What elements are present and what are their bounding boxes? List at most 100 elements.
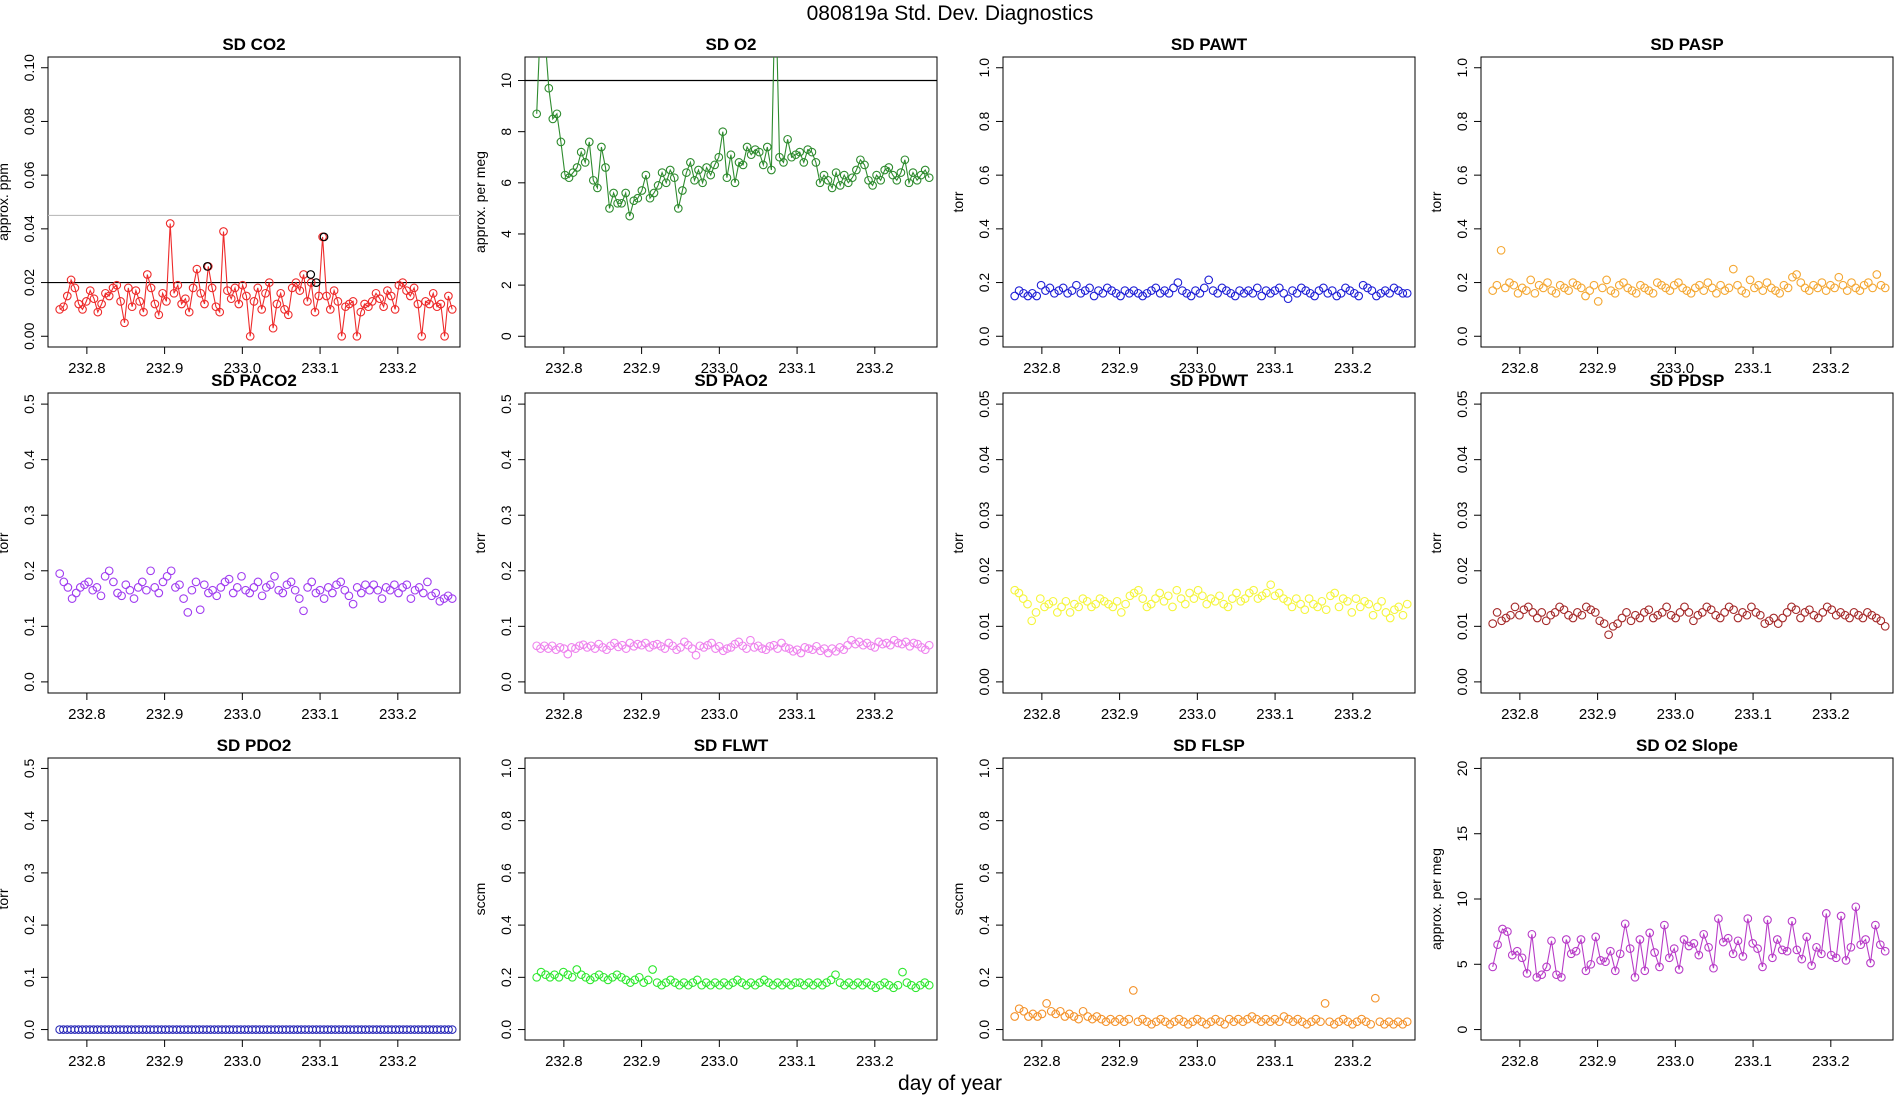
data-point <box>1800 608 1810 617</box>
data-point <box>1343 1017 1353 1027</box>
data-point <box>184 307 194 317</box>
data-point <box>1042 999 1051 1008</box>
y-tick-label: 1.0 <box>976 58 992 78</box>
data-point <box>1836 911 1846 921</box>
y-tick-label: 0.4 <box>498 450 514 470</box>
data-point <box>1724 283 1734 293</box>
data-point <box>1031 608 1041 617</box>
data-point <box>1530 288 1540 298</box>
y-tick-label: 0.2 <box>1454 273 1470 293</box>
data-point <box>1838 280 1848 290</box>
data-point <box>1028 1009 1038 1019</box>
data-point <box>835 181 845 190</box>
data-point <box>127 302 137 312</box>
y-tick-label: 0 <box>498 332 514 340</box>
data-point <box>431 588 441 598</box>
data-point <box>741 980 751 990</box>
data-point <box>162 297 171 306</box>
data-point <box>550 970 559 980</box>
data-point <box>1133 1017 1143 1027</box>
data-point <box>909 638 919 648</box>
data-point <box>750 980 760 990</box>
plot-frame <box>47 392 461 694</box>
data-point <box>1546 610 1556 620</box>
data-point <box>791 978 800 987</box>
data-point <box>1581 602 1591 612</box>
data-point <box>1488 619 1498 628</box>
y-tick-label: 0.2 <box>21 915 37 935</box>
panel-title: SD PAWT <box>1171 35 1248 54</box>
data-point <box>1074 602 1084 612</box>
data-point <box>768 980 778 990</box>
y-tick-label: 8 <box>498 128 514 136</box>
data-point <box>823 175 833 185</box>
data-point <box>1307 1017 1316 1027</box>
data-point <box>884 980 894 990</box>
data-point <box>1644 605 1654 615</box>
data-point <box>1389 283 1399 293</box>
data-point <box>1555 602 1564 612</box>
data-point <box>1106 1014 1115 1024</box>
panel-sd-flsp: SD FLSP sccm 0.0 0.2 0.4 0.6 0.8 1.0 232.8 232.9 2… <box>950 736 1416 1070</box>
data-point <box>428 288 438 298</box>
data-point <box>1063 288 1072 298</box>
x-tick-label: 233.0 <box>224 1053 262 1070</box>
data-point <box>1014 588 1024 598</box>
data-point <box>678 186 687 195</box>
data-point <box>1262 588 1271 598</box>
data-point <box>196 288 206 298</box>
data-point <box>648 965 657 974</box>
x-tick-label: 233.0 <box>1657 1053 1695 1070</box>
data-point <box>1266 288 1275 298</box>
data-point <box>643 975 653 985</box>
x-tick-label: 232.8 <box>1501 360 1539 377</box>
data-point <box>1809 610 1819 620</box>
data-point <box>572 965 582 974</box>
data-point <box>1608 621 1618 631</box>
data-point <box>719 978 729 987</box>
data-point <box>1402 599 1412 609</box>
data-point <box>336 577 346 587</box>
panel-title: SD FLWT <box>694 736 769 755</box>
data-point <box>1215 591 1224 601</box>
y-tick-label: 0.1 <box>498 616 514 636</box>
x-tick-label: 232.9 <box>1101 360 1139 377</box>
data-point <box>1653 610 1663 620</box>
data-point <box>1313 602 1322 612</box>
data-point <box>1270 286 1280 295</box>
data-point <box>665 165 675 175</box>
data-point <box>1327 286 1337 295</box>
data-point <box>559 967 568 977</box>
global-x-axis-label: day of year <box>898 1072 1002 1095</box>
data-point <box>1054 286 1064 295</box>
data-point <box>1341 283 1350 293</box>
y-tick-label: 5 <box>1454 960 1470 968</box>
data-point <box>310 307 320 317</box>
data-point <box>1284 1014 1293 1024</box>
data-point <box>1142 602 1152 612</box>
data-point <box>1679 935 1689 944</box>
data-point <box>1385 288 1394 298</box>
data-point <box>299 606 308 616</box>
data-point <box>1711 610 1721 620</box>
data-point <box>804 978 814 987</box>
data-point <box>1193 585 1203 595</box>
data-point <box>1657 608 1667 617</box>
data-point <box>1045 283 1055 293</box>
data-point <box>1851 902 1861 912</box>
x-tick-label: 233.2 <box>1334 706 1372 723</box>
data-point <box>576 147 586 157</box>
data-point <box>1804 286 1814 295</box>
x-tick-label: 232.8 <box>545 1053 583 1070</box>
data-point <box>1101 1017 1111 1027</box>
data-point <box>59 302 68 312</box>
data-point <box>1160 286 1169 295</box>
data-point <box>1351 594 1361 603</box>
data-point <box>78 305 87 314</box>
y-tick-label: 1.0 <box>976 759 992 779</box>
data-point <box>104 566 114 576</box>
data-point <box>621 975 631 985</box>
data-point <box>911 983 921 993</box>
panel-title: SD PDWT <box>1170 371 1249 390</box>
data-point <box>1747 602 1756 612</box>
